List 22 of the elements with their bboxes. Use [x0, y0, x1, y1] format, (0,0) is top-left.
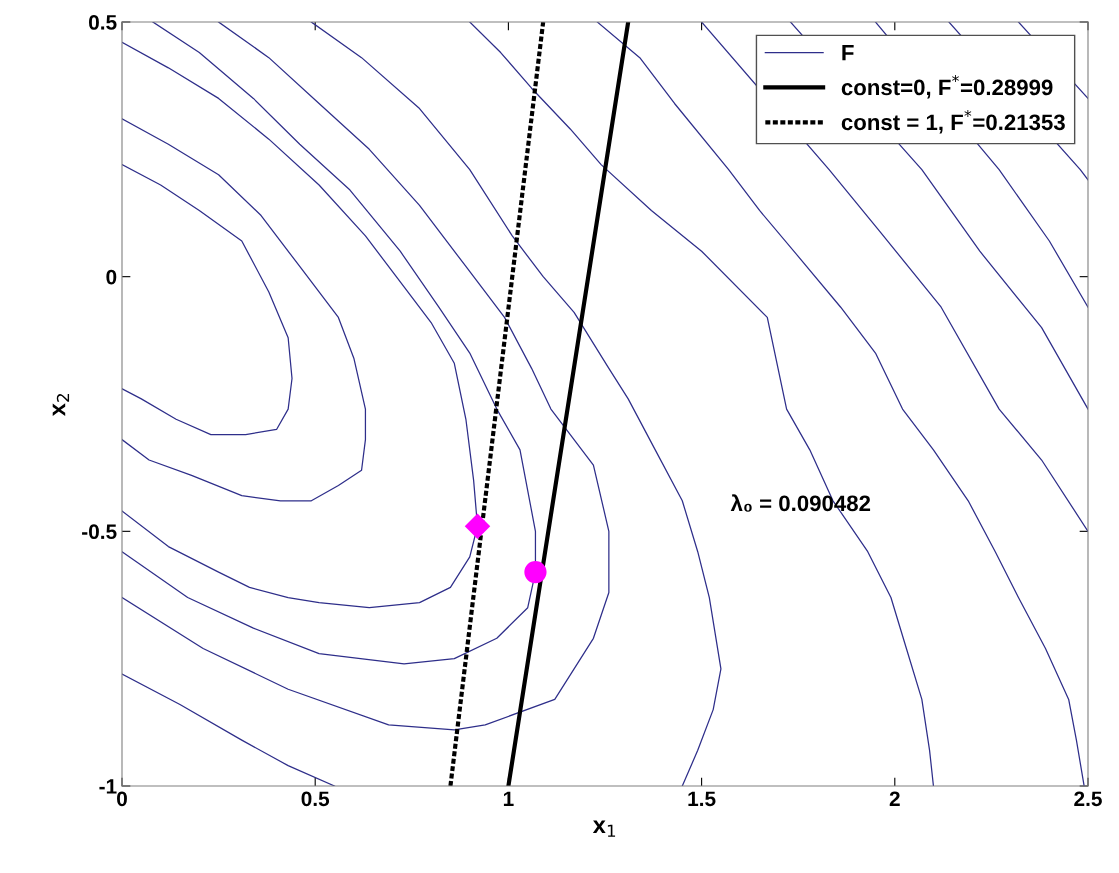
line-series	[122, 118, 367, 502]
y-tick-label: -1	[99, 779, 117, 794]
x-tick-label: 1.5	[688, 791, 716, 807]
y-axis-title: x$_{2}$	[52, 394, 70, 417]
line-series	[310, 22, 722, 786]
x-tick-label: 0.5	[301, 791, 330, 807]
y-tick-label: -0.5	[82, 524, 117, 540]
x-tick-label: 0	[117, 791, 127, 807]
legend-label: const = 1, F$^{*}$=0.21353	[841, 109, 1065, 134]
legend-label: F	[842, 45, 854, 61]
x-tick-label: 2	[889, 791, 900, 806]
line-series	[122, 22, 610, 731]
line-series	[596, 22, 1085, 786]
x-axis-title: x$_{1}$	[592, 820, 616, 837]
y-tick-label: 0.5	[89, 15, 117, 30]
x-tick-label: 2.5	[1074, 791, 1102, 807]
line-series	[122, 163, 293, 436]
legend-label: const=0, F$^{*}$=0.28999	[841, 74, 1053, 99]
line-series	[122, 673, 336, 786]
line-series	[122, 41, 479, 609]
y-tick-label: 0	[106, 269, 117, 285]
x-tick-label: 1	[503, 791, 514, 806]
